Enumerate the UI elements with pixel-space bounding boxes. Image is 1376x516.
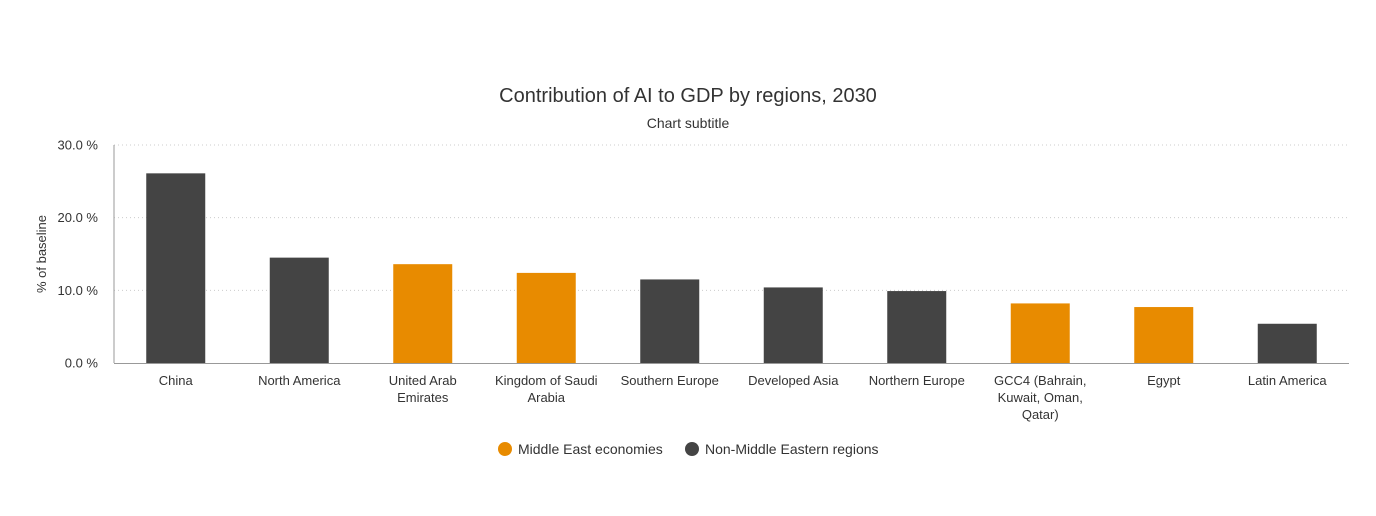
bar[interactable] <box>269 257 329 363</box>
x-tick-label: Southern Europe <box>621 373 719 388</box>
legend-marker <box>685 442 699 456</box>
x-tick-label: Northern Europe <box>869 373 965 388</box>
bar[interactable] <box>1010 303 1070 363</box>
bar[interactable] <box>516 272 576 363</box>
x-tick-label: Arabia <box>527 390 565 405</box>
legend-item[interactable]: Middle East economies <box>498 441 663 457</box>
x-tick-label: Egypt <box>1147 373 1181 388</box>
x-tick-label: United Arab <box>389 373 457 388</box>
y-axis-ticks: 0.0 % 10.0 % 20.0 % 30.0 % <box>58 138 99 371</box>
x-tick-label: Developed Asia <box>748 373 839 388</box>
bar[interactable] <box>1257 323 1317 363</box>
x-tick-label: Kingdom of Saudi <box>495 373 598 388</box>
bars <box>146 173 1317 363</box>
y-tick-label: 30.0 % <box>58 138 99 153</box>
bar[interactable] <box>763 287 823 363</box>
x-tick-label: Kuwait, Oman, <box>998 390 1083 405</box>
legend-label: Middle East economies <box>518 441 663 457</box>
x-axis-categories: China North America United Arab Emirates Kin… <box>159 373 1328 422</box>
x-tick-label: China <box>159 373 194 388</box>
axes <box>113 145 1349 364</box>
legend: Middle East economies Non-Middle Eastern … <box>498 441 879 457</box>
y-tick-label: 0.0 % <box>65 356 99 371</box>
bar[interactable] <box>1134 307 1194 363</box>
bar[interactable] <box>146 173 206 363</box>
legend-item[interactable]: Non-Middle Eastern regions <box>685 441 879 457</box>
legend-marker <box>498 442 512 456</box>
legend-label: Non-Middle Eastern regions <box>705 441 879 457</box>
bar[interactable] <box>393 264 453 363</box>
chart-title: Contribution of AI to GDP by regions, 20… <box>499 85 877 107</box>
bar[interactable] <box>640 279 700 363</box>
y-tick-label: 20.0 % <box>58 210 99 225</box>
chart-subtitle: Chart subtitle <box>647 115 730 131</box>
x-tick-label: North America <box>258 373 341 388</box>
x-tick-label: Qatar) <box>1022 407 1059 422</box>
x-tick-label: Latin America <box>1248 373 1328 388</box>
x-tick-label: GCC4 (Bahrain, <box>994 373 1086 388</box>
y-tick-label: 10.0 % <box>58 283 99 298</box>
x-tick-label: Emirates <box>397 390 449 405</box>
y-axis-label: % of baseline <box>34 215 49 293</box>
bar[interactable] <box>887 291 947 363</box>
